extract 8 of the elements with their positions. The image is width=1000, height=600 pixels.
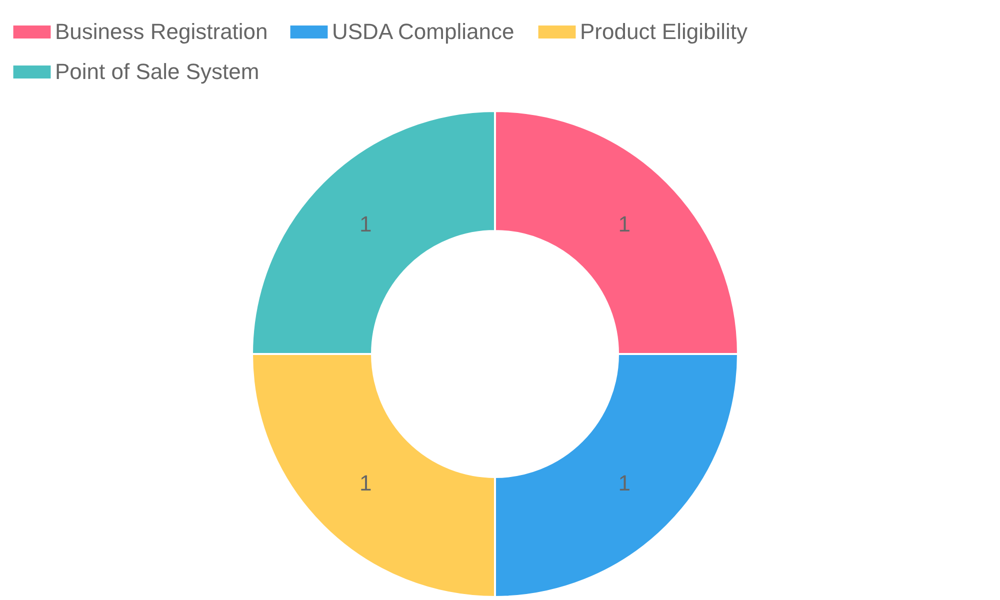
legend-label: USDA Compliance bbox=[332, 19, 514, 44]
data-label: 1 bbox=[618, 470, 631, 496]
data-label: 1 bbox=[618, 212, 631, 237]
legend-label: Product Eligibility bbox=[580, 19, 748, 44]
legend-label: Point of Sale System bbox=[55, 59, 260, 84]
data-label: 1 bbox=[359, 470, 372, 496]
legend-label: Business Registration bbox=[55, 19, 268, 44]
data-label: 1 bbox=[359, 212, 372, 237]
